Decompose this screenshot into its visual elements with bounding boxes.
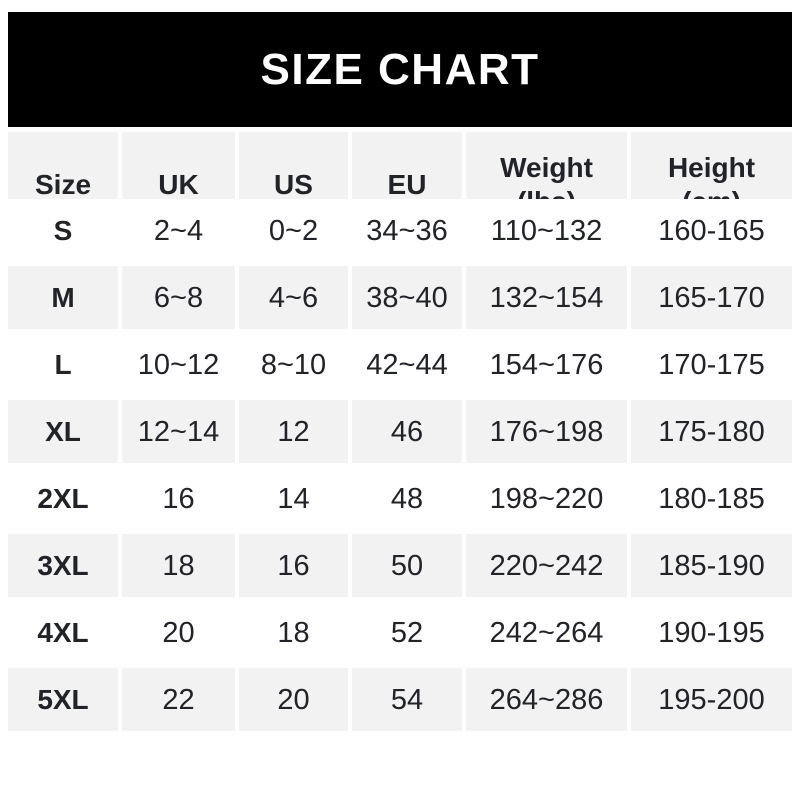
table-cell: 198~220	[466, 467, 627, 530]
table-cell: 180-185	[631, 467, 792, 530]
row-size-label: 2XL	[8, 467, 118, 530]
table-cell: 20	[239, 668, 348, 731]
table-cell: 220~242	[466, 534, 627, 597]
row-size-label: XL	[8, 400, 118, 463]
table-cell: 185-190	[631, 534, 792, 597]
column-header-label: Height	[667, 151, 756, 183]
table-cell: 195-200	[631, 668, 792, 731]
row-size-label: 4XL	[8, 601, 118, 664]
column-header-label: EU	[387, 168, 427, 200]
column-header-label: Size	[34, 168, 92, 200]
table-cell: 132~154	[466, 266, 627, 329]
table-cell: 2~4	[122, 199, 235, 262]
table-cell: 50	[352, 534, 462, 597]
table-cell: 165-170	[631, 266, 792, 329]
table-cell: 175-180	[631, 400, 792, 463]
table-cell: 264~286	[466, 668, 627, 731]
table-cell: 38~40	[352, 266, 462, 329]
table-cell: 0~2	[239, 199, 348, 262]
table-cell: 190-195	[631, 601, 792, 664]
table-cell: 6~8	[122, 266, 235, 329]
table-cell: 12~14	[122, 400, 235, 463]
table-cell: 52	[352, 601, 462, 664]
table-cell: 18	[239, 601, 348, 664]
table-cell: 20	[122, 601, 235, 664]
row-size-label: 3XL	[8, 534, 118, 597]
table-cell: 14	[239, 467, 348, 530]
table-cell: 18	[122, 534, 235, 597]
row-size-label: L	[8, 333, 118, 396]
table-cell: 22	[122, 668, 235, 731]
table-cell: 48	[352, 467, 462, 530]
table-cell: 154~176	[466, 333, 627, 396]
table-cell: 46	[352, 400, 462, 463]
table-cell: 8~10	[239, 333, 348, 396]
table-cell: 242~264	[466, 601, 627, 664]
row-size-label: M	[8, 266, 118, 329]
table-cell: 34~36	[352, 199, 462, 262]
table-cell: 10~12	[122, 333, 235, 396]
column-header-label: US	[274, 168, 313, 200]
table-cell: 16	[122, 467, 235, 530]
column-header-label: Weight	[500, 151, 593, 183]
table-cell: 160-165	[631, 199, 792, 262]
page-title: SIZE CHART	[260, 44, 540, 94]
table-cell: 4~6	[239, 266, 348, 329]
table-cell: 12	[239, 400, 348, 463]
title-banner: SIZE CHART	[8, 12, 792, 127]
table-cell: 110~132	[466, 199, 627, 262]
table-cell: 16	[239, 534, 348, 597]
row-size-label: S	[8, 199, 118, 262]
column-header-label: UK	[158, 168, 199, 200]
table-cell: 54	[352, 668, 462, 731]
table-cell: 170-175	[631, 333, 792, 396]
size-chart-table: Size UK US EU Weight (lbs) Height (cm) S…	[8, 132, 792, 731]
table-cell: 176~198	[466, 400, 627, 463]
row-size-label: 5XL	[8, 668, 118, 731]
table-cell: 42~44	[352, 333, 462, 396]
